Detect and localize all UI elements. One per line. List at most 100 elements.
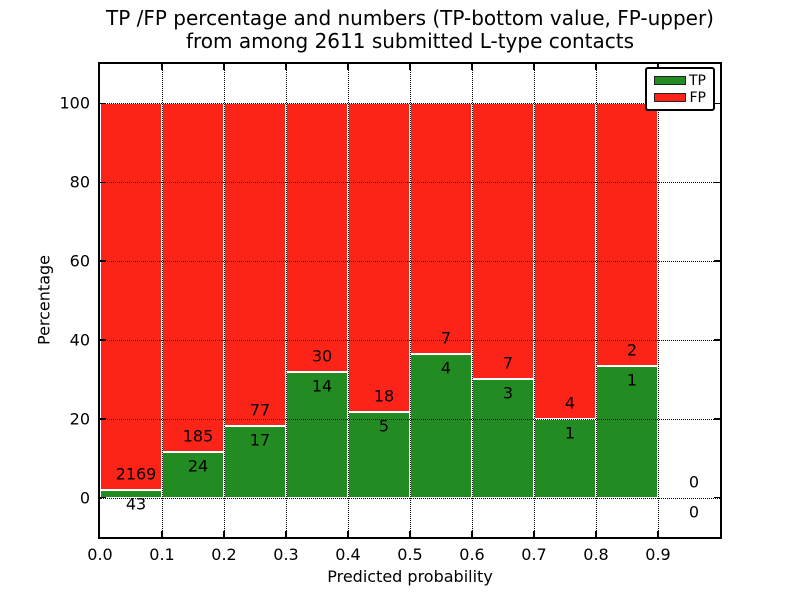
fp-count-label: 4 bbox=[564, 393, 576, 413]
y-tick-label: 0 bbox=[79, 488, 90, 508]
x-tick-mark-bottom bbox=[347, 531, 349, 537]
x-tick-mark-bottom bbox=[409, 531, 411, 537]
tp-count-label: 1 bbox=[564, 423, 576, 443]
tp-swatch-icon bbox=[654, 76, 686, 85]
chart-title-line2: from among 2611 submitted L-type contact… bbox=[185, 29, 635, 53]
x-gridline bbox=[657, 64, 659, 537]
y-tick-mark-left bbox=[100, 181, 106, 183]
legend-label-fp: FP bbox=[689, 89, 707, 106]
legend: TP FP bbox=[645, 67, 715, 111]
fp-count-label: 7 bbox=[440, 328, 452, 348]
y-tick-label: 20 bbox=[69, 409, 90, 429]
fp-count-label: 77 bbox=[249, 400, 271, 420]
chart-title-line1: TP /FP percentage and numbers (TP-bottom… bbox=[106, 6, 714, 30]
bar-segment-fp bbox=[410, 103, 472, 355]
x-tick-label: 0.7 bbox=[521, 545, 547, 564]
tp-count-label: 1 bbox=[626, 370, 638, 390]
y-gridline bbox=[100, 261, 720, 263]
bar-segment-tp bbox=[224, 426, 286, 498]
tp-count-label: 3 bbox=[502, 383, 514, 403]
x-gridline bbox=[533, 64, 535, 537]
y-tick-mark-right bbox=[714, 496, 720, 499]
bar-segment-tp bbox=[534, 418, 596, 498]
bar-segment-fp bbox=[100, 103, 162, 490]
fp-count-label: 18 bbox=[373, 386, 395, 406]
legend-item-tp: TP bbox=[654, 74, 706, 88]
bar-segment-fp bbox=[162, 103, 224, 453]
x-tick-label: 0.3 bbox=[273, 545, 299, 564]
x-tick-label: 0.4 bbox=[335, 545, 361, 564]
x-tick-label: 0.8 bbox=[583, 545, 609, 564]
fp-count-label: 0 bbox=[688, 472, 700, 492]
x-tick-label: 0.6 bbox=[459, 545, 485, 564]
bar-segment-tp bbox=[596, 366, 658, 498]
y-tick-label: 80 bbox=[69, 172, 90, 192]
x-tick-mark-top bbox=[285, 64, 287, 70]
y-tick-mark-left bbox=[100, 339, 106, 341]
fp-count-label: 7 bbox=[502, 353, 514, 373]
tp-count-label: 43 bbox=[125, 494, 147, 514]
x-tick-mark-top bbox=[471, 64, 473, 70]
x-tick-mark-top bbox=[595, 64, 597, 70]
x-tick-mark-bottom bbox=[285, 531, 287, 537]
bar-segment-fp bbox=[596, 103, 658, 367]
y-gridline bbox=[100, 339, 720, 341]
legend-item-fp: FP bbox=[654, 91, 706, 105]
y-tick-label: 40 bbox=[69, 330, 90, 350]
bar-segment-fp bbox=[224, 103, 286, 427]
y-gridline bbox=[100, 103, 720, 105]
x-axis-label: Predicted probability bbox=[327, 567, 493, 586]
tp-count-label: 5 bbox=[378, 416, 390, 436]
y-tick-mark-right bbox=[714, 339, 720, 341]
legend-label-tp: TP bbox=[689, 72, 706, 89]
x-tick-mark-bottom bbox=[223, 531, 225, 537]
x-tick-label: 0.5 bbox=[397, 545, 423, 564]
tp-count-label: 17 bbox=[249, 430, 271, 450]
x-tick-label: 0.1 bbox=[149, 545, 175, 564]
x-tick-label: 0.2 bbox=[211, 545, 237, 564]
x-tick-mark-bottom bbox=[657, 531, 659, 537]
tp-count-label: 4 bbox=[440, 358, 452, 378]
y-tick-mark-right bbox=[714, 181, 720, 183]
x-tick-mark-bottom bbox=[161, 531, 163, 537]
x-gridline bbox=[285, 64, 287, 537]
tp-count-label: 14 bbox=[311, 376, 333, 396]
x-tick-mark-top bbox=[533, 64, 535, 70]
fp-count-label: 2 bbox=[626, 340, 638, 360]
x-gridline bbox=[223, 64, 225, 537]
bar-segment-fp bbox=[472, 103, 534, 380]
bar-segment-tp bbox=[472, 379, 534, 498]
x-gridline bbox=[471, 64, 473, 537]
x-tick-mark-top bbox=[347, 64, 349, 70]
bar-segment-fp bbox=[348, 103, 410, 412]
y-tick-label: 60 bbox=[69, 251, 90, 271]
y-gridline bbox=[100, 418, 720, 420]
y-gridline bbox=[100, 497, 720, 499]
y-tick-mark-right bbox=[714, 260, 720, 262]
y-tick-mark-left bbox=[100, 418, 106, 420]
fp-count-label: 30 bbox=[311, 346, 333, 366]
bar-segment-fp bbox=[534, 103, 596, 419]
fp-count-label: 185 bbox=[182, 426, 214, 446]
x-tick-mark-top bbox=[161, 64, 163, 70]
bar-segment-tp bbox=[410, 354, 472, 498]
y-tick-mark-right bbox=[714, 418, 720, 420]
x-gridline bbox=[595, 64, 597, 537]
x-gridline bbox=[409, 64, 411, 537]
y-tick-mark-left bbox=[100, 260, 106, 262]
plot-area: 2169 43 185 24 77 17 30 14 18 5 7 4 7 3 4 1 2 1 0 0 bbox=[98, 62, 722, 539]
x-tick-label: 0.9 bbox=[645, 545, 671, 564]
y-gridline bbox=[100, 182, 720, 184]
y-tick-mark-left bbox=[100, 102, 106, 105]
x-gridline bbox=[161, 64, 163, 537]
x-tick-label: 0.0 bbox=[87, 545, 113, 564]
y-tick-mark-right bbox=[714, 102, 720, 105]
x-tick-mark-top bbox=[223, 64, 225, 70]
fp-count-label: 2169 bbox=[115, 464, 157, 484]
tp-count-label: 0 bbox=[688, 502, 700, 522]
x-tick-mark-bottom bbox=[533, 531, 535, 537]
bar-segment-fp bbox=[286, 103, 348, 373]
tp-count-label: 24 bbox=[187, 456, 209, 476]
x-tick-mark-bottom bbox=[595, 531, 597, 537]
